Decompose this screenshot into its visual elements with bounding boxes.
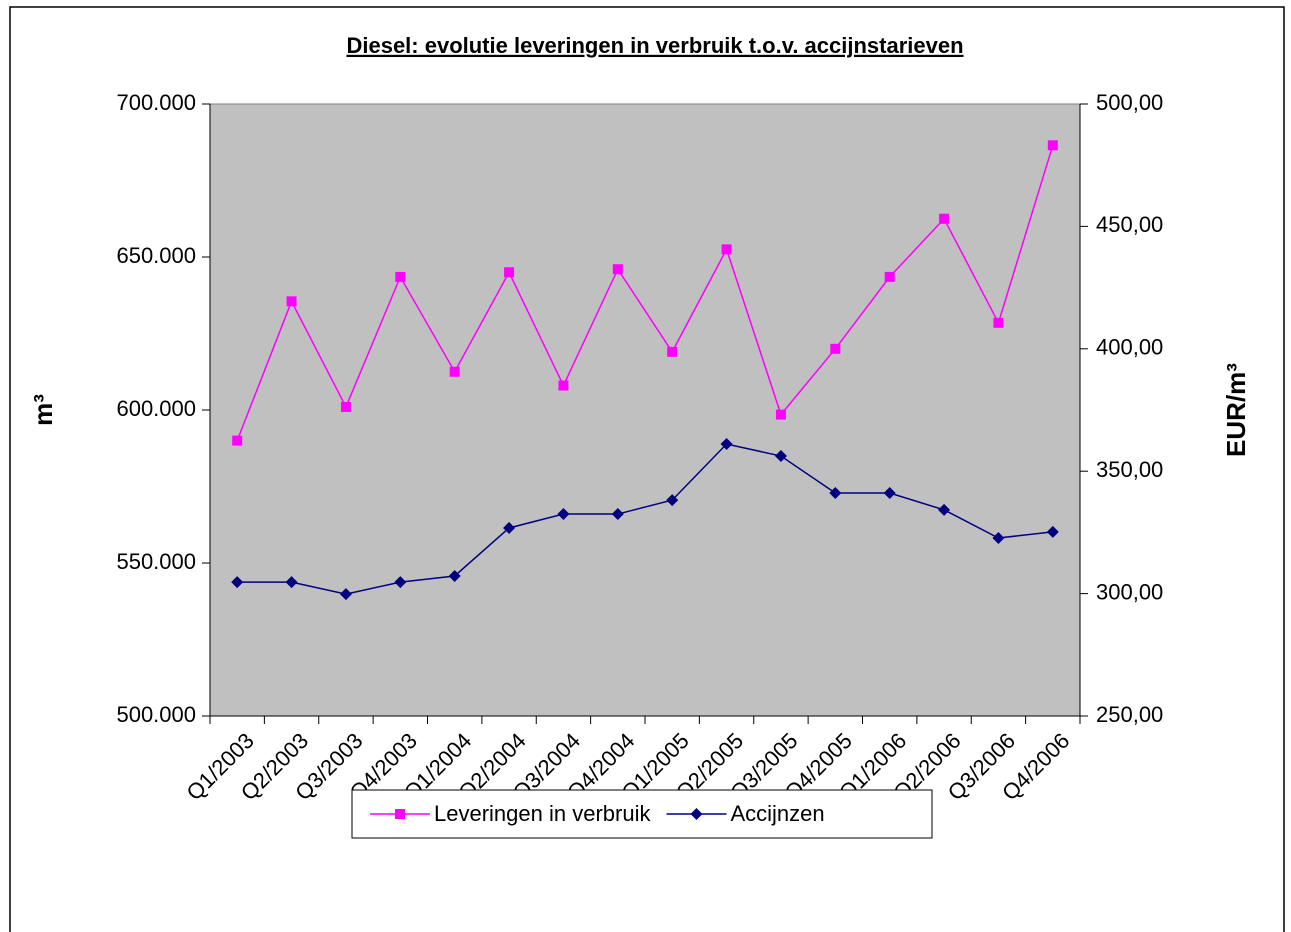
marker bbox=[394, 576, 407, 589]
marker bbox=[1046, 525, 1059, 538]
marker bbox=[1047, 140, 1058, 151]
marker bbox=[721, 244, 732, 255]
marker bbox=[884, 271, 895, 282]
marker bbox=[286, 296, 297, 307]
marker bbox=[558, 380, 569, 391]
marker bbox=[285, 576, 298, 589]
marker bbox=[449, 366, 460, 377]
plot-area bbox=[209, 103, 1081, 717]
y-tick-label: 600.000 bbox=[116, 396, 196, 421]
marker bbox=[231, 576, 244, 589]
marker bbox=[775, 409, 786, 420]
marker bbox=[993, 317, 1004, 328]
marker bbox=[829, 486, 842, 499]
marker bbox=[666, 494, 679, 507]
marker bbox=[667, 346, 678, 357]
y2-tick-label: 450,00 bbox=[1096, 212, 1163, 237]
marker bbox=[340, 401, 351, 412]
marker bbox=[830, 343, 841, 354]
marker bbox=[690, 808, 703, 820]
y2-tick-label: 250,00 bbox=[1096, 702, 1163, 727]
marker bbox=[612, 264, 623, 275]
marker bbox=[395, 809, 405, 819]
marker bbox=[339, 588, 352, 601]
series-line bbox=[236, 145, 1054, 441]
y2-tick-label: 500,00 bbox=[1096, 90, 1163, 115]
y2-tick-label: 350,00 bbox=[1096, 457, 1163, 482]
y-tick-label: 700.000 bbox=[116, 90, 196, 115]
marker bbox=[611, 508, 624, 521]
marker bbox=[939, 213, 950, 224]
legend bbox=[351, 789, 933, 839]
marker bbox=[992, 532, 1005, 545]
chart-title: Diesel: evolutie leveringen in verbruik … bbox=[346, 33, 963, 58]
marker bbox=[557, 508, 570, 521]
y2-tick-label: 300,00 bbox=[1096, 579, 1163, 604]
y2-tick-label: 400,00 bbox=[1096, 335, 1163, 360]
y2-axis-label: EUR/m³ bbox=[1221, 363, 1251, 457]
marker bbox=[448, 569, 461, 582]
marker bbox=[504, 267, 515, 278]
marker bbox=[503, 521, 516, 534]
legend-label: Accijnzen bbox=[730, 801, 824, 826]
marker bbox=[232, 435, 243, 446]
y-axis-label: m³ bbox=[28, 394, 58, 426]
legend-label: Leveringen in verbruik bbox=[434, 801, 651, 826]
y-tick-label: 500.000 bbox=[116, 702, 196, 727]
series-line bbox=[237, 443, 1053, 595]
marker bbox=[720, 438, 733, 451]
marker bbox=[395, 271, 406, 282]
marker bbox=[774, 450, 787, 463]
marker bbox=[883, 486, 896, 499]
y-tick-label: 550.000 bbox=[116, 549, 196, 574]
y-tick-label: 650.000 bbox=[116, 243, 196, 268]
marker bbox=[938, 503, 951, 516]
